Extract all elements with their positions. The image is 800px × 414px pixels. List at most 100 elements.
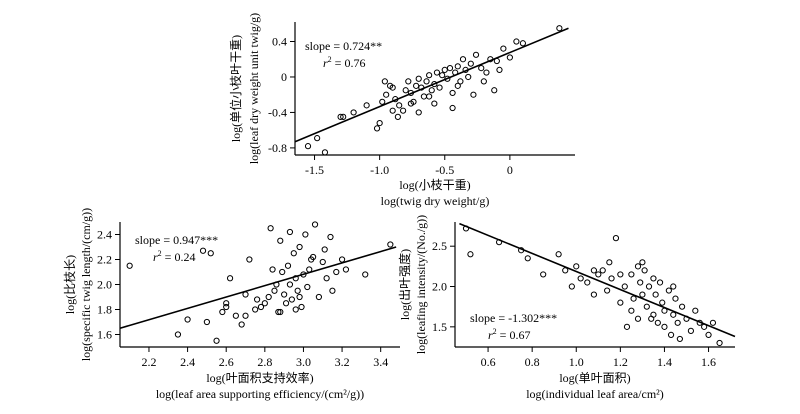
data-point <box>376 119 383 127</box>
data-point <box>524 255 531 262</box>
data-point <box>692 307 699 314</box>
y-tick-label: -0.4 <box>268 105 287 119</box>
x-tick-label: 3.0 <box>296 355 311 369</box>
data-point <box>540 271 547 278</box>
data-point <box>304 143 312 150</box>
data-point <box>267 225 274 232</box>
data-point <box>562 267 569 274</box>
data-point <box>670 283 677 290</box>
data-point <box>296 293 303 301</box>
data-point <box>462 66 469 73</box>
slope-annotation: slope = 0.724** <box>305 39 382 53</box>
data-point <box>454 63 461 70</box>
data-point <box>454 82 461 89</box>
x-axis-label-en: log(twig dry weight/g) <box>381 194 490 208</box>
data-point <box>323 275 330 282</box>
data-point <box>630 295 637 302</box>
data-point <box>389 107 396 114</box>
data-point <box>219 308 226 316</box>
data-point <box>687 327 695 334</box>
data-point <box>431 100 438 107</box>
data-point <box>573 263 580 270</box>
data-point <box>290 250 297 257</box>
data-point <box>254 296 261 303</box>
data-point <box>269 266 276 273</box>
data-point <box>373 125 381 132</box>
data-point <box>641 267 648 274</box>
plot-bottom-right: 0.6 0.8 1.0 1.2 1.4 1.6 1.5 2.0 2.5 slope = -1.30… <box>397 215 736 401</box>
x-tick-label: 0.8 <box>525 355 540 369</box>
data-point <box>300 271 307 278</box>
data-point <box>672 295 679 302</box>
data-point <box>338 256 346 263</box>
data-point <box>496 66 503 73</box>
data-point <box>606 259 613 266</box>
data-point <box>555 251 562 258</box>
x-tick-label: -1.0 <box>370 163 389 177</box>
data-point <box>223 300 230 307</box>
data-point <box>413 82 420 89</box>
data-point <box>232 312 239 319</box>
data-point <box>226 275 234 282</box>
plot-top: -1.5 -1.0 -0.5 0 -0.8 -0.4 0 0.4 slope = 0.724**… <box>228 13 575 208</box>
r2-value: = 0.76 <box>332 56 366 70</box>
r2-value: = 0.24 <box>162 250 196 264</box>
data-point <box>487 56 494 63</box>
y-tick-label: 2.0 <box>432 280 447 294</box>
r2-value: = 0.67 <box>497 328 531 342</box>
data-point <box>174 331 182 338</box>
y-tick-label: 1.5 <box>432 320 447 334</box>
y-axis-label-cn: log(比枝长) <box>62 255 77 314</box>
data-point <box>415 109 422 116</box>
y-tick-label: 2.4 <box>97 228 112 242</box>
x-tick-label: 3.2 <box>335 355 350 369</box>
data-point <box>277 308 284 316</box>
slope-annotation: slope = 0.947*** <box>135 233 218 247</box>
data-point <box>273 281 280 288</box>
y-tick-label: 2.0 <box>97 278 112 292</box>
data-point <box>518 247 525 254</box>
data-point <box>656 279 664 286</box>
data-point <box>213 337 220 344</box>
data-point <box>389 84 396 91</box>
data-point <box>480 78 487 85</box>
data-point <box>584 279 591 286</box>
data-point <box>467 60 474 67</box>
data-point <box>279 268 286 276</box>
r2-annotation: r2 = 0.24 <box>153 249 195 264</box>
data-point <box>612 235 620 242</box>
data-point <box>246 256 253 263</box>
x-tick-label: 3.4 <box>373 355 388 369</box>
data-point <box>590 291 597 298</box>
data-point <box>590 267 597 274</box>
x-axis-label-cn: log(小枝干重) <box>399 177 470 192</box>
data-point <box>311 221 319 228</box>
slope-annotation: slope = -1.302*** <box>470 311 557 325</box>
data-point <box>126 262 133 269</box>
data-point <box>420 93 428 100</box>
data-point <box>431 80 438 88</box>
data-point <box>500 45 507 52</box>
data-point <box>449 89 456 97</box>
data-point <box>676 335 683 343</box>
data-point <box>595 271 602 278</box>
data-point <box>621 283 628 290</box>
data-point <box>238 321 245 328</box>
data-point <box>634 263 642 270</box>
plot-bottom-left: 2.2 2.4 2.6 2.8 3.0 3.2 3.4 1.6 1.8 2.0 2.2 2.4 slop… <box>62 208 400 401</box>
data-point <box>472 51 480 58</box>
data-point <box>379 98 386 105</box>
data-point <box>242 312 249 319</box>
data-point <box>292 306 299 313</box>
data-point <box>405 78 412 85</box>
y-tick-label: 2.5 <box>432 239 447 253</box>
data-point <box>665 287 672 294</box>
data-point <box>705 331 712 339</box>
data-point <box>506 54 513 61</box>
data-point <box>252 306 259 313</box>
data-point <box>399 107 407 114</box>
data-point <box>261 300 268 307</box>
data-point <box>650 311 657 318</box>
data-point <box>207 250 214 257</box>
